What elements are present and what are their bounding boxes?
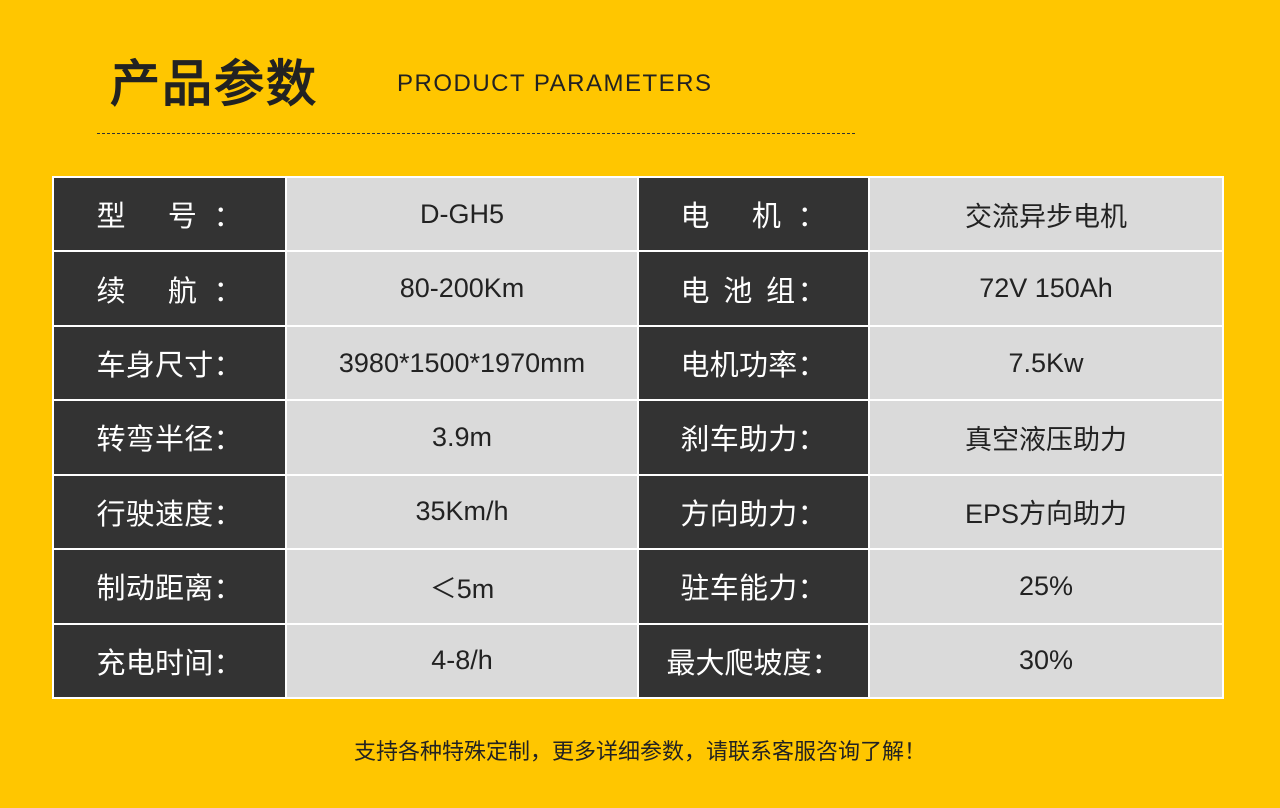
param-value: 7.5Kw bbox=[1008, 347, 1084, 378]
param-value: 25% bbox=[1018, 570, 1074, 601]
param-label-cell: 型 号： bbox=[52, 175, 287, 253]
param-label-cell: 行驶速度： bbox=[52, 473, 287, 551]
param-value: 4-8/h bbox=[431, 645, 493, 676]
param-label: 续 航： bbox=[96, 273, 243, 308]
param-value: ＜5m bbox=[429, 573, 495, 604]
param-label: 方向助力： bbox=[680, 496, 827, 531]
param-label: 最大爬坡度： bbox=[666, 645, 841, 680]
param-value-cell: 真空液压助力 bbox=[868, 399, 1224, 476]
table-row: 续 航： 80-200Km 电 池 组： 72V 150Ah bbox=[52, 250, 1224, 327]
table-row: 制动距离： ＜5m 驻车能力： 25% bbox=[52, 548, 1224, 625]
param-label-cell: 电 机： bbox=[637, 175, 870, 253]
param-label-cell: 电机功率： bbox=[637, 324, 870, 402]
param-label: 车身尺寸： bbox=[96, 348, 243, 383]
param-label-cell: 转弯半径： bbox=[52, 399, 287, 476]
param-value: 35Km/h bbox=[415, 496, 509, 527]
param-label: 充电时间： bbox=[96, 645, 243, 680]
param-label: 型 号： bbox=[96, 199, 243, 234]
param-label-cell: 最大爬坡度： bbox=[637, 622, 870, 700]
param-value-cell: 4-8/h bbox=[285, 622, 639, 700]
param-value: 72V 150Ah bbox=[979, 273, 1113, 304]
param-value-cell: ＜5m bbox=[285, 548, 639, 625]
param-value: 30% bbox=[1018, 645, 1074, 676]
footer-note: 支持各种特殊定制，更多详细参数，请联系客服咨询了解！ bbox=[353, 740, 926, 765]
param-value: 交流异步电机 bbox=[965, 201, 1127, 232]
param-value: 3980*1500*1970mm bbox=[338, 347, 586, 378]
param-value: 3.9m bbox=[431, 421, 493, 452]
table-row: 行驶速度： 35Km/h 方向助力： EPS方向助力 bbox=[52, 473, 1224, 551]
param-label-cell: 电 池 组： bbox=[637, 250, 870, 327]
param-value-cell: EPS方向助力 bbox=[868, 473, 1224, 551]
table-row: 充电时间： 4-8/h 最大爬坡度： 30% bbox=[52, 622, 1224, 700]
param-value-cell: D-GH5 bbox=[285, 175, 639, 253]
dashed-divider bbox=[97, 133, 855, 134]
parameters-table: 型 号： D-GH5 电 机： 交流异步电机续 航： 80-200Km 电 池 组： 72V… bbox=[52, 175, 1224, 700]
param-label: 制动距离： bbox=[96, 571, 243, 606]
param-value-cell: 25% bbox=[868, 548, 1224, 625]
param-value: 真空液压助力 bbox=[965, 424, 1127, 455]
page-title: 产品参数 bbox=[110, 55, 318, 113]
param-value-cell: 3.9m bbox=[285, 399, 639, 476]
param-label: 转弯半径： bbox=[96, 422, 243, 457]
param-value-cell: 35Km/h bbox=[285, 473, 639, 551]
param-value-cell: 3980*1500*1970mm bbox=[285, 324, 639, 402]
param-value-cell: 72V 150Ah bbox=[868, 250, 1224, 327]
param-label-cell: 驻车能力： bbox=[637, 548, 870, 625]
param-value: EPS方向助力 bbox=[964, 499, 1128, 530]
param-label: 电 池 组： bbox=[680, 273, 827, 308]
param-label: 电机功率： bbox=[680, 348, 827, 383]
param-label-cell: 制动距离： bbox=[52, 548, 287, 625]
param-label: 行驶速度： bbox=[96, 496, 243, 531]
param-value-cell: 交流异步电机 bbox=[868, 175, 1224, 253]
table-row: 型 号： D-GH5 电 机： 交流异步电机 bbox=[52, 175, 1224, 253]
param-label-cell: 方向助力： bbox=[637, 473, 870, 551]
param-value: D-GH5 bbox=[419, 198, 504, 229]
param-value-cell: 7.5Kw bbox=[868, 324, 1224, 402]
table-row: 车身尺寸： 3980*1500*1970mm 电机功率： 7.5Kw bbox=[52, 324, 1224, 402]
param-value-cell: 30% bbox=[868, 622, 1224, 700]
param-label-cell: 续 航： bbox=[52, 250, 287, 327]
param-value-cell: 80-200Km bbox=[285, 250, 639, 327]
param-label-cell: 刹车助力： bbox=[637, 399, 870, 476]
param-label-cell: 车身尺寸： bbox=[52, 324, 287, 402]
param-label-cell: 充电时间： bbox=[52, 622, 287, 700]
page-subtitle: PRODUCT PARAMETERS bbox=[397, 70, 713, 97]
table-row: 转弯半径： 3.9m 刹车助力： 真空液压助力 bbox=[52, 399, 1224, 476]
param-label: 电 机： bbox=[680, 199, 827, 234]
param-value: 80-200Km bbox=[399, 273, 525, 304]
param-label: 驻车能力： bbox=[680, 571, 827, 606]
param-label: 刹车助力： bbox=[680, 422, 827, 457]
